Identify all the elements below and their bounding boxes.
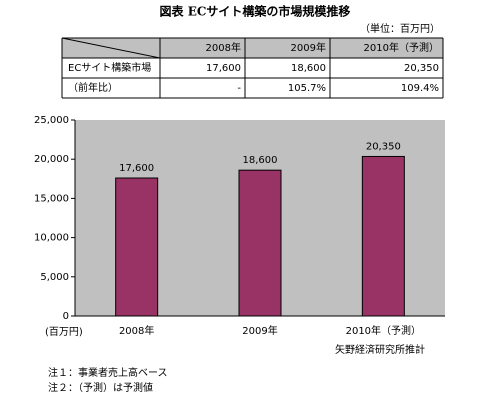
table-cell: 20,350 [404,63,439,74]
row-label: （前年比） [68,81,118,94]
table-cell: 109.4% [401,83,439,94]
bar [361,155,405,317]
table-cell: 18,600 [291,63,326,74]
bar [238,169,282,317]
source: 矢野経済研究所推計 [335,343,425,356]
table-cell: - [237,83,241,94]
y-tick-label: 5,000 [40,272,69,283]
x-tick-label: 2009年 [242,324,277,337]
table-cell: 17,600 [206,63,241,74]
column-header: 2009年 [291,41,326,54]
unit: （単位：百万円） [360,22,440,35]
bar [115,177,159,317]
table: 2008年 2009年 2010年（予測） ECサイト構築市場 17,600 18,600… [61,37,444,99]
y-tick-label: 25,000 [34,115,69,126]
table-header-bg [62,38,443,58]
x-tick-label: 2008年 [119,324,154,337]
value-label: 18,600 [243,155,278,166]
note: 注１：事業者売上高ベース [48,366,168,379]
y-tick-label: 0 [63,311,69,322]
column-header: 2010年（予測） [364,41,439,54]
column-header: 2008年 [206,41,241,54]
y-axis-label: (百万円) [45,326,83,338]
y-tick-label: 15,000 [34,193,69,204]
y-tick-label: 20,000 [34,154,69,165]
table-cell: 105.7% [288,83,326,94]
y-tick-label: 10,000 [34,233,69,244]
note: 注２：（予測）は予測値 [48,381,153,394]
value-label: 17,600 [119,163,154,174]
title: 図表 ECサイト構築の市場規模推移 [160,4,351,19]
row-label: ECサイト構築市場 [68,61,151,74]
diagonal [61,37,161,59]
x-tick-label: 2010年（予測） [346,324,421,337]
value-label: 20,350 [366,141,401,152]
